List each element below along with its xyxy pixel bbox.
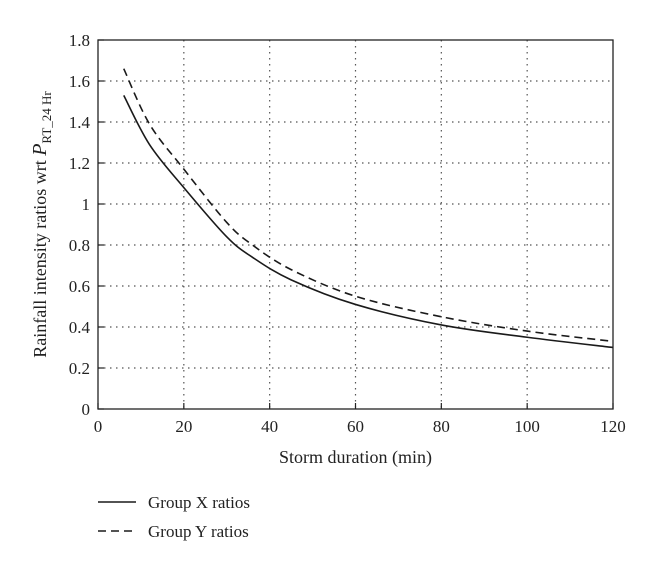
- x-axis-ticks: 0 20 40 60 80 100 120: [94, 403, 626, 436]
- y-tick-label: 1: [82, 195, 91, 214]
- series-line-group-x: [123, 94, 614, 349]
- grid-lines: [98, 40, 613, 409]
- y-axis-ticks: 0 0.2 0.4 0.6 0.8 1 1.2 1.4 1.6 1.8: [69, 31, 104, 419]
- y-tick-label: 0.6: [69, 277, 90, 296]
- y-tick-label: 0: [82, 400, 91, 419]
- y-axis-title-symbol: P: [29, 144, 51, 157]
- y-tick-label: 0.8: [69, 236, 90, 255]
- legend: Group X ratios Group Y ratios: [98, 493, 250, 541]
- legend-label: Group X ratios: [148, 493, 250, 512]
- y-axis-title-main: Rainfall intensity ratios wrt: [30, 156, 50, 358]
- y-tick-label: 1.6: [69, 72, 90, 91]
- y-axis-title: Rainfall intensity ratios wrt PRT_24 Hr: [29, 91, 54, 358]
- y-axis-title-subscript: RT_24 Hr: [39, 91, 54, 144]
- series-lines: [123, 68, 614, 349]
- x-tick-label: 40: [261, 417, 278, 436]
- x-tick-label: 80: [433, 417, 450, 436]
- y-tick-label: 1.2: [69, 154, 90, 173]
- legend-label: Group Y ratios: [148, 522, 249, 541]
- series-line-group-y: [123, 68, 614, 343]
- x-tick-label: 100: [514, 417, 540, 436]
- y-tick-label: 0.2: [69, 359, 90, 378]
- x-tick-label: 60: [347, 417, 364, 436]
- y-tick-label: 0.4: [69, 318, 91, 337]
- x-tick-label: 120: [600, 417, 626, 436]
- x-tick-label: 0: [94, 417, 103, 436]
- x-tick-label: 20: [175, 417, 192, 436]
- y-tick-label: 1.8: [69, 31, 90, 50]
- y-tick-label: 1.4: [69, 113, 91, 132]
- x-axis-title: Storm duration (min): [279, 447, 432, 468]
